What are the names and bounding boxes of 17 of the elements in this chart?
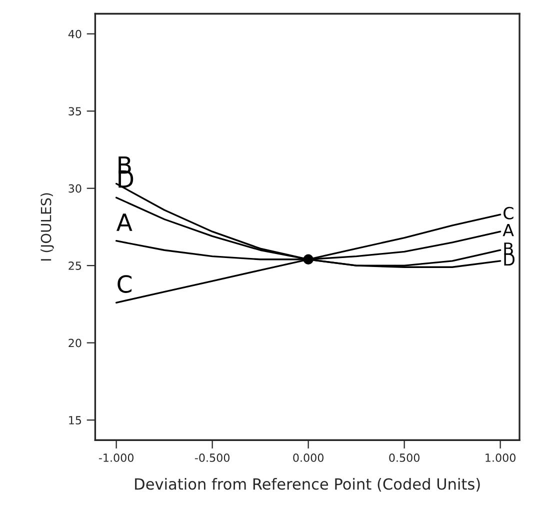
y-tick-label: 15 (69, 416, 82, 424)
x-tick-label: 0.000 (293, 454, 324, 462)
x-axis-title: Deviation from Reference Point (Coded Units) (135, 478, 480, 492)
series-label: C (504, 206, 514, 220)
series-label: A (502, 224, 514, 236)
x-tick-label: 1.000 (486, 454, 516, 462)
text: C (118, 275, 132, 293)
y-tick-label: 25 (68, 262, 82, 270)
x-tick-label: 0.500 (389, 454, 420, 462)
y-tick-label: 30 (68, 184, 82, 193)
y-tick-label: 40 (68, 30, 82, 38)
y-tick-label: 35 (68, 107, 82, 116)
x-tick-label: -1.000 (98, 454, 134, 462)
y-tick-label: 20 (68, 338, 82, 348)
x-tick-label: -0.500 (194, 454, 230, 462)
text: A (116, 214, 132, 231)
y-axis-title: I (JOULES) (40, 193, 54, 261)
